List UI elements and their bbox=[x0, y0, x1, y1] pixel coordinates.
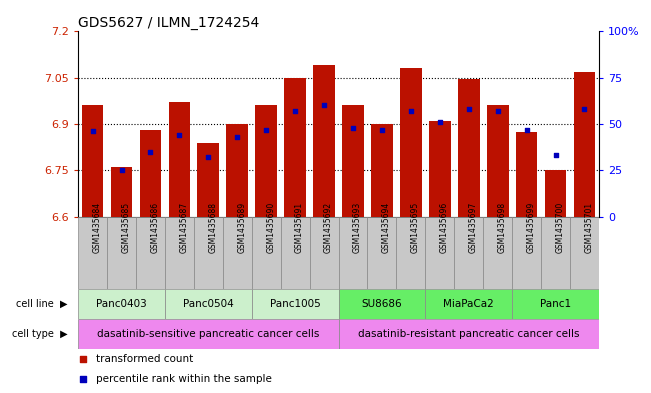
Text: GSM1435691: GSM1435691 bbox=[295, 202, 304, 253]
Text: GSM1435690: GSM1435690 bbox=[266, 202, 275, 253]
Bar bbox=[107, 217, 136, 289]
Bar bbox=[570, 217, 599, 289]
Text: transformed count: transformed count bbox=[96, 354, 193, 364]
Bar bbox=[339, 217, 367, 289]
Point bbox=[203, 154, 214, 160]
Bar bbox=[310, 217, 339, 289]
Text: GSM1435700: GSM1435700 bbox=[555, 202, 564, 253]
Point bbox=[232, 134, 242, 140]
Point bbox=[579, 106, 590, 112]
Text: GSM1435698: GSM1435698 bbox=[497, 202, 506, 253]
Point bbox=[117, 167, 127, 173]
Bar bbox=[516, 132, 538, 217]
Text: GSM1435701: GSM1435701 bbox=[585, 202, 594, 253]
Bar bbox=[458, 79, 480, 217]
Text: GSM1435694: GSM1435694 bbox=[382, 202, 391, 253]
Bar bbox=[313, 65, 335, 217]
Text: GSM1435686: GSM1435686 bbox=[150, 202, 159, 253]
Bar bbox=[197, 143, 219, 217]
Bar bbox=[541, 217, 570, 289]
Bar bbox=[169, 103, 190, 217]
Bar bbox=[545, 170, 566, 217]
Text: GSM1435695: GSM1435695 bbox=[411, 202, 420, 253]
Bar bbox=[78, 217, 107, 289]
Bar bbox=[111, 167, 132, 217]
Text: Panc1: Panc1 bbox=[540, 299, 571, 309]
Text: GSM1435696: GSM1435696 bbox=[440, 202, 449, 253]
Text: GSM1435685: GSM1435685 bbox=[122, 202, 130, 253]
Bar bbox=[139, 130, 161, 217]
Point bbox=[87, 128, 98, 134]
Bar bbox=[512, 289, 599, 319]
Point bbox=[550, 152, 561, 159]
Bar bbox=[483, 217, 512, 289]
Text: GSM1435697: GSM1435697 bbox=[469, 202, 478, 253]
Bar bbox=[78, 289, 165, 319]
Text: dasatinib-sensitive pancreatic cancer cells: dasatinib-sensitive pancreatic cancer ce… bbox=[97, 329, 320, 339]
Bar bbox=[367, 217, 396, 289]
Bar bbox=[252, 217, 281, 289]
Bar bbox=[454, 217, 483, 289]
Bar bbox=[78, 319, 339, 349]
Bar bbox=[371, 124, 393, 217]
Text: SU8686: SU8686 bbox=[361, 299, 402, 309]
Bar bbox=[574, 72, 595, 217]
Bar bbox=[194, 217, 223, 289]
Bar bbox=[284, 78, 306, 217]
Bar bbox=[425, 289, 512, 319]
Bar bbox=[339, 289, 425, 319]
Bar bbox=[223, 217, 252, 289]
Bar bbox=[339, 319, 599, 349]
Bar bbox=[342, 105, 364, 217]
Text: cell type  ▶: cell type ▶ bbox=[12, 329, 68, 339]
Text: GSM1435693: GSM1435693 bbox=[353, 202, 362, 253]
Text: GSM1435692: GSM1435692 bbox=[324, 202, 333, 253]
Text: MiaPaCa2: MiaPaCa2 bbox=[443, 299, 494, 309]
Bar bbox=[136, 217, 165, 289]
Bar bbox=[82, 105, 104, 217]
Text: GSM1435688: GSM1435688 bbox=[208, 202, 217, 253]
Text: Panc0403: Panc0403 bbox=[96, 299, 147, 309]
Point bbox=[521, 127, 532, 133]
Bar bbox=[425, 217, 454, 289]
Text: GSM1435687: GSM1435687 bbox=[180, 202, 188, 253]
Text: Panc1005: Panc1005 bbox=[270, 299, 320, 309]
Point bbox=[145, 149, 156, 155]
Point bbox=[261, 127, 271, 133]
Point bbox=[381, 304, 391, 310]
Text: GSM1435689: GSM1435689 bbox=[237, 202, 246, 253]
Text: GSM1435684: GSM1435684 bbox=[92, 202, 102, 253]
Bar bbox=[227, 124, 248, 217]
Bar bbox=[396, 217, 425, 289]
Bar bbox=[281, 217, 310, 289]
Point bbox=[492, 108, 503, 114]
Point bbox=[435, 119, 445, 125]
Point bbox=[174, 132, 185, 138]
Point bbox=[319, 102, 329, 108]
Point bbox=[290, 108, 300, 114]
Point bbox=[406, 108, 416, 114]
Bar bbox=[252, 289, 339, 319]
Point bbox=[464, 106, 474, 112]
Bar bbox=[400, 68, 422, 217]
Bar bbox=[429, 121, 450, 217]
Text: Panc0504: Panc0504 bbox=[183, 299, 234, 309]
Text: GDS5627 / ILMN_1724254: GDS5627 / ILMN_1724254 bbox=[78, 17, 259, 30]
Bar bbox=[165, 217, 194, 289]
Text: dasatinib-resistant pancreatic cancer cells: dasatinib-resistant pancreatic cancer ce… bbox=[358, 329, 579, 339]
Point bbox=[381, 126, 391, 132]
Bar bbox=[165, 289, 252, 319]
Text: cell line  ▶: cell line ▶ bbox=[16, 299, 68, 309]
Text: percentile rank within the sample: percentile rank within the sample bbox=[96, 374, 272, 384]
Text: GSM1435699: GSM1435699 bbox=[527, 202, 536, 253]
Bar bbox=[255, 105, 277, 217]
Bar bbox=[487, 105, 508, 217]
Bar bbox=[512, 217, 541, 289]
Point bbox=[377, 127, 387, 133]
Point bbox=[348, 125, 358, 131]
